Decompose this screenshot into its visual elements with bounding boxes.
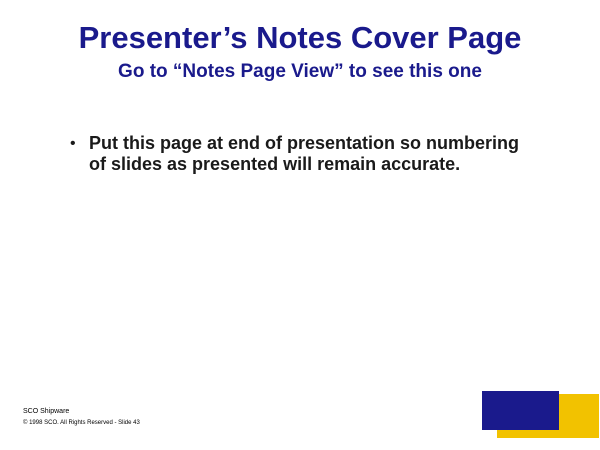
slide-subtitle: Go to “Notes Page View” to see this one — [118, 61, 482, 82]
bullet-list: • Put this page at end of presentation s… — [68, 133, 538, 175]
footer-company: SCO Shipware — [23, 408, 70, 415]
footer-copyright: © 1998 SCO. All Rights Reserved - Slide … — [23, 420, 140, 426]
bullet-item: • Put this page at end of presentation s… — [68, 133, 538, 175]
bullet-icon: • — [70, 135, 76, 152]
logo-blue-block — [482, 391, 559, 430]
bullet-text: Put this page at end of presentation so … — [89, 133, 520, 174]
slide-title: Presenter’s Notes Cover Page — [78, 20, 522, 55]
